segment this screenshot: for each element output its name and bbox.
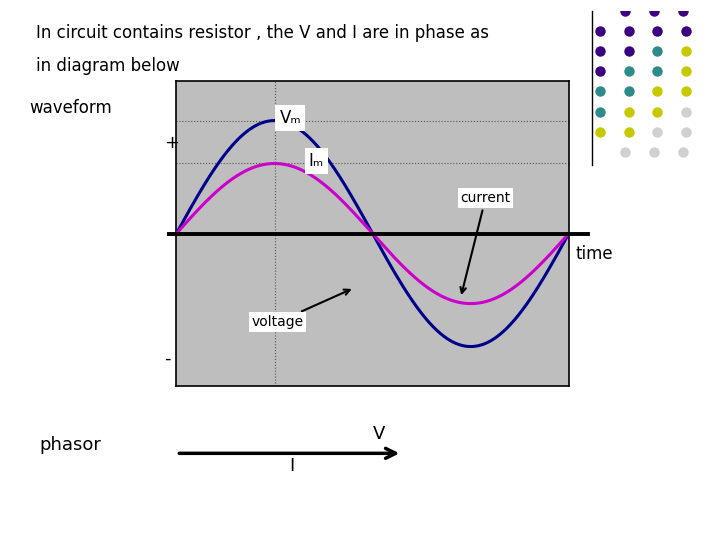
Text: voltage: voltage [251,289,350,329]
Text: waveform: waveform [29,99,112,117]
Text: +: + [164,134,179,152]
Text: In circuit contains resistor , the V and I are in phase as: In circuit contains resistor , the V and… [36,24,489,42]
Text: in diagram below: in diagram below [36,57,180,75]
Text: I: I [289,457,294,475]
Text: phasor: phasor [40,436,102,455]
Text: time: time [576,245,613,263]
Text: V: V [373,425,385,443]
Text: Iₘ: Iₘ [309,152,324,170]
Text: -: - [164,350,171,368]
Text: current: current [461,191,510,293]
Text: Vₘ: Vₘ [279,109,301,127]
